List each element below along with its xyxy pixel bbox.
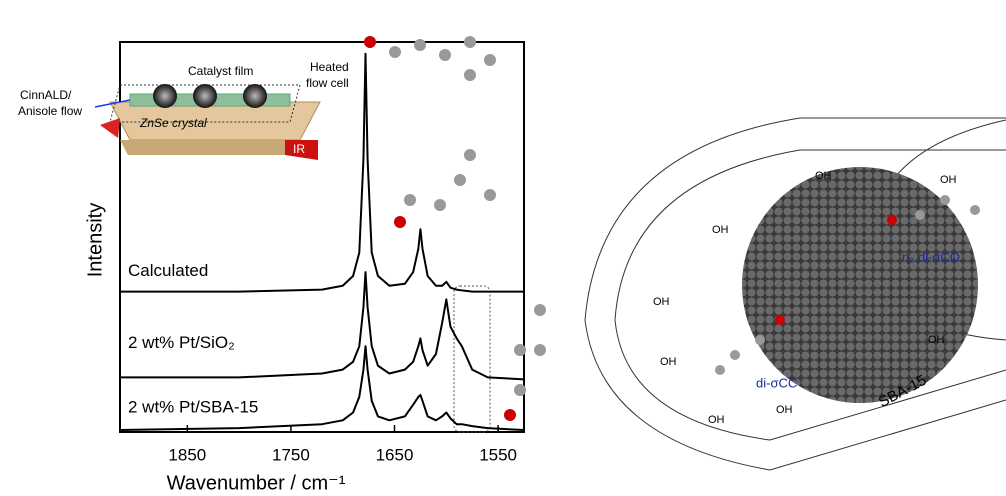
inset-label: flow cell (306, 76, 349, 90)
x-tick-label: 1850 (168, 445, 206, 464)
inset-label: Heated (310, 60, 349, 74)
spectrum (119, 345, 525, 432)
oh-label: OH (653, 296, 670, 308)
spectrum (120, 52, 524, 293)
inset-diagram: Catalyst film Heated flow cell CinnALD/ … (18, 60, 349, 160)
adsorption-label: di-σCC (756, 375, 797, 390)
particle (153, 84, 177, 108)
spectrum (120, 271, 525, 381)
pore-inner (614, 149, 1006, 441)
particle (243, 84, 267, 108)
pore-outer (584, 117, 1006, 471)
oh-label: OH (815, 170, 832, 182)
y-axis-label: Intensity (84, 203, 106, 277)
x-tick-label: 1650 (376, 445, 414, 464)
scheme: OH OH OH OH OH OH OH OH η₂ di-σCO di-σCC… (584, 117, 1006, 471)
plot-frame (119, 41, 525, 433)
oh-label: OH (708, 414, 725, 426)
inset-label: Anisole flow (18, 104, 82, 118)
inset-label: ZnSe crystal (139, 116, 207, 130)
oh-label: OH (776, 404, 793, 416)
highlight-box (453, 285, 491, 433)
inset-label: IR (293, 142, 305, 156)
plot: Wavenumber / cm⁻¹ Intensity 1850 1750 1650… (84, 41, 525, 494)
ir-in (100, 118, 120, 138)
pt-particle (742, 167, 978, 403)
flow-arrow (94, 99, 131, 108)
inset-label: Catalyst film (188, 64, 253, 78)
crystal-side (120, 140, 300, 155)
inset-label: CinnALD/ (20, 88, 72, 102)
oh-label: OH (928, 334, 945, 346)
series-label: Calculated (128, 261, 208, 280)
oh-label: OH (660, 356, 677, 368)
series-label: 2 wt% Pt/SBA-15 (128, 398, 258, 417)
adsorption-label: η₂ di-σCO (902, 249, 960, 264)
molecules (364, 36, 546, 421)
flow-cell (109, 84, 301, 123)
ir-out (285, 140, 318, 160)
oh-label: OH (712, 224, 729, 236)
particle (193, 84, 217, 108)
x-axis-label: Wavenumber / cm⁻¹ (167, 472, 346, 494)
series-label: 2 wt% Pt/SiO₂ (128, 333, 235, 352)
x-tick-label: 1550 (479, 445, 517, 464)
x-tick-label: 1750 (272, 445, 310, 464)
oh-label: OH (940, 174, 957, 186)
